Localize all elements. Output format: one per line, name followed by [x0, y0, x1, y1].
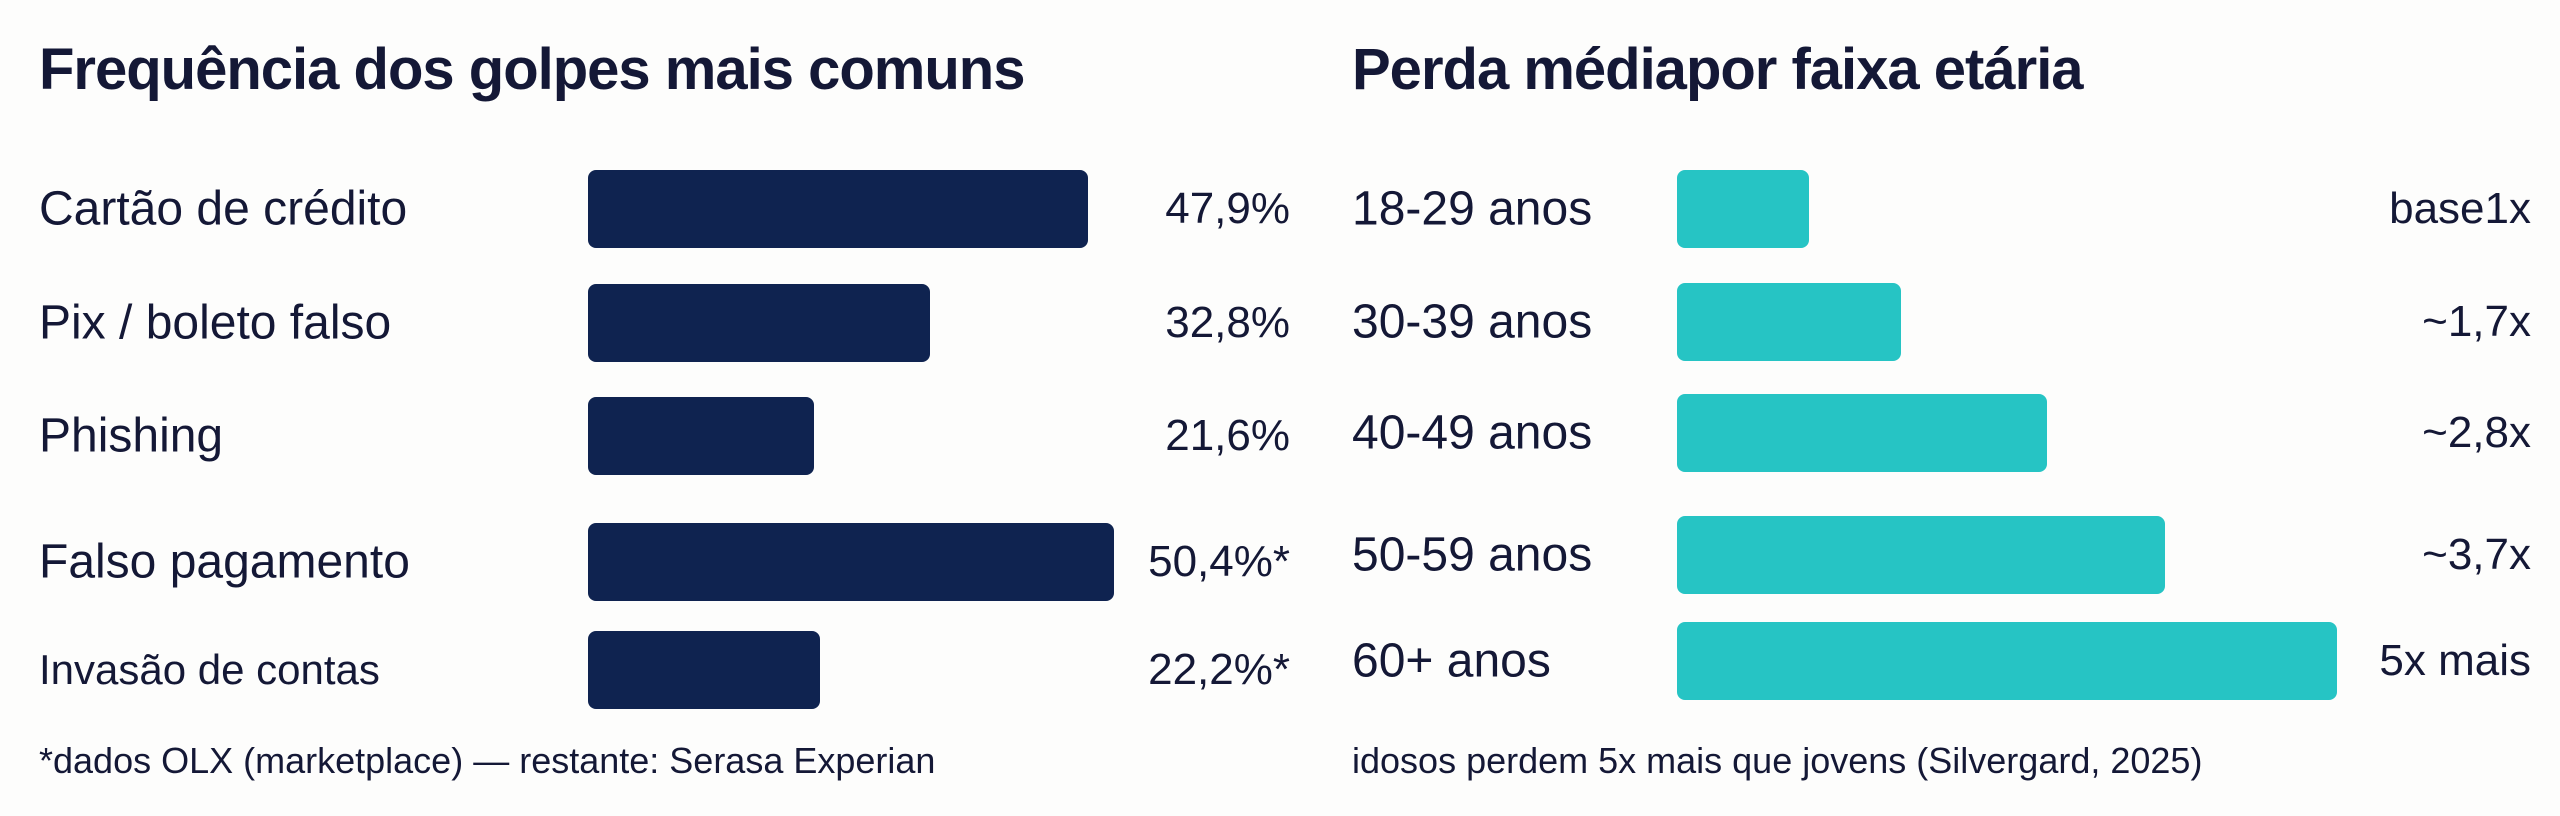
category-label: Cartão de crédito — [39, 182, 408, 236]
category-label: Phishing — [39, 409, 224, 463]
bar — [1677, 170, 1809, 248]
bar — [1677, 622, 2337, 700]
value-label: 47,9% — [1165, 184, 1290, 233]
chart-title: Perda médiapor faixa etária — [1352, 37, 2084, 102]
bar — [588, 284, 931, 362]
bar — [1677, 394, 2047, 472]
category-label: Falso pagamento — [39, 535, 410, 589]
bar — [588, 397, 814, 475]
value-label: base1x — [2389, 184, 2531, 233]
value-label: 22,2%* — [1148, 645, 1290, 694]
bar — [588, 631, 820, 709]
value-label: ~1,7x — [2422, 297, 2531, 346]
value-label: 5x mais — [2379, 636, 2531, 685]
bar — [1677, 516, 2166, 594]
category-label: 50-59 anos — [1352, 528, 1593, 582]
value-label: 50,4%* — [1148, 537, 1290, 586]
value-label: 32,8% — [1165, 298, 1290, 347]
footnote: *dados OLX (marketplace) — restante: Ser… — [39, 740, 936, 781]
footnote: idosos perdem 5x mais que jovens (Silver… — [1352, 740, 2203, 781]
bar — [588, 170, 1089, 248]
category-label: Pix / boleto falso — [39, 296, 392, 350]
bar — [588, 523, 1115, 601]
value-label: ~2,8x — [2422, 408, 2531, 457]
value-label: ~3,7x — [2422, 530, 2531, 579]
category-label: 40-49 anos — [1352, 406, 1593, 460]
value-label: 21,6% — [1165, 411, 1290, 460]
category-label: 30-39 anos — [1352, 295, 1593, 349]
category-label: 18-29 anos — [1352, 182, 1593, 236]
category-label: Invasão de contas — [39, 646, 380, 693]
category-label: 60+ anos — [1352, 634, 1551, 688]
bar — [1677, 283, 1902, 361]
chart-title: Frequência dos golpes mais comuns — [39, 37, 1025, 102]
